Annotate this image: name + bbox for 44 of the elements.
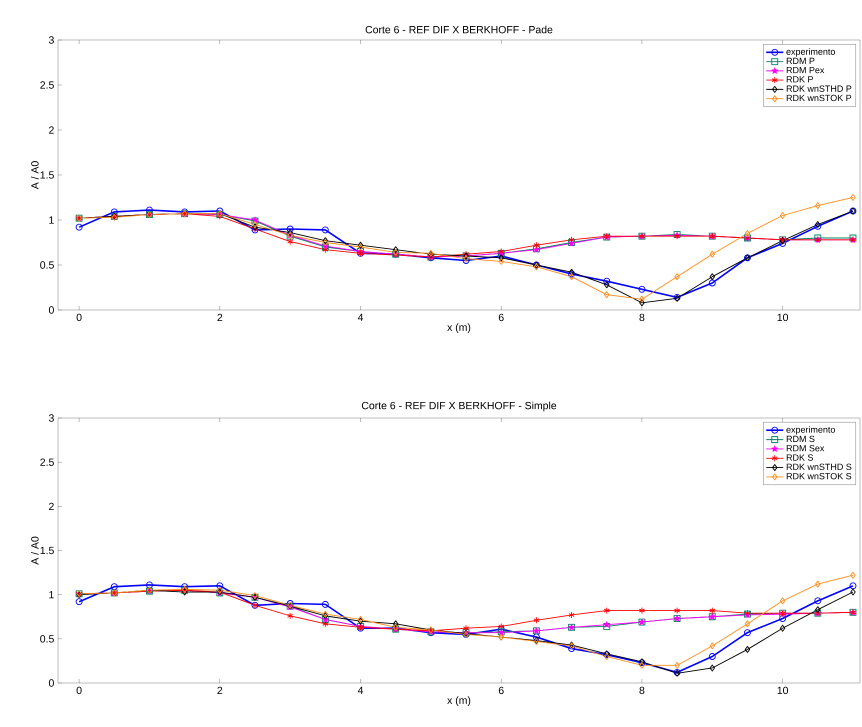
x-tick-label: 4 [358,314,364,321]
y-tick-label: 2 [49,126,54,134]
y-tick-label: 2 [49,502,54,510]
y-tick-label: 1 [49,216,54,224]
x-tick-label: 6 [498,314,504,322]
y-tick-label: 3 [48,414,54,422]
chart-title: Corte 6 - REF DIF X BERKHOFF - Simple [362,402,556,412]
y-tick-label: 0.5 [40,635,54,643]
x-tick-label: 0 [76,314,82,322]
legend-label: RDM S [786,436,815,442]
y-tick-label: 0 [48,306,54,314]
x-tick-label: 6 [498,686,504,694]
y-axis-title: A / A0 [30,161,39,190]
legend-label: RDK S [786,454,814,461]
legend-label: RDK wnSTOK S [786,472,852,480]
x-tick-label: 8 [639,314,644,322]
legend-label: experimento [786,426,835,435]
x-tick-label: 10 [778,314,788,322]
x-tick-label: 4 [358,686,364,694]
y-tick-label: 0.5 [40,261,54,269]
legend-label: RDK P [786,76,813,82]
x-tick-label: 8 [639,686,644,694]
y-tick-label: 1 [49,591,54,598]
y-tick-label: 1.5 [40,546,54,554]
legend-label: RDM Sex [786,445,824,452]
x-tick-label: 10 [778,686,788,694]
x-axis-title: x (m) [447,323,470,334]
y-tick-label: 0 [48,679,54,687]
legend-label: RDK wnSTOK P [786,94,852,102]
x-axis-title: x (m) [447,696,470,706]
y-tick-label: 2.5 [40,81,54,89]
legend-label: RDK wnSTHD P [786,85,852,92]
x-tick-label: 2 [217,686,222,694]
legend-label: RDK wnSTHD S [786,464,852,470]
y-tick-label: 1.5 [40,171,54,179]
x-tick-label: 2 [217,314,222,321]
legend-label: RDM Pex [786,67,824,74]
y-tick-label: 3 [48,36,54,44]
y-tick-label: 2.5 [40,458,54,466]
y-axis-title: A / A0 [30,536,39,565]
x-tick-label: 0 [76,686,82,694]
chart-title: Corte 6 - REF DIF X BERKHOFF - Pade [366,26,552,34]
legend-label: RDM P [786,58,814,64]
legend-label: experimento [786,48,835,57]
